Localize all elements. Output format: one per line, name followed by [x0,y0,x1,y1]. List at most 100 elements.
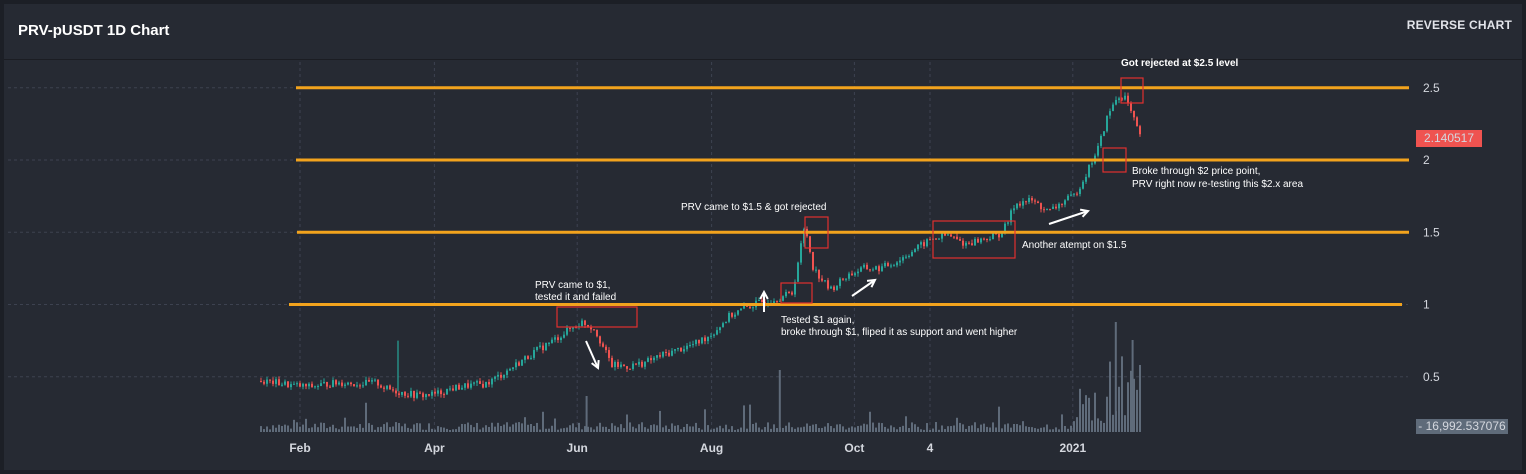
volume-bar [803,426,805,432]
volume-bar [1025,426,1027,432]
volume-bar [980,424,982,432]
candle-body [794,281,796,295]
volume-bar [614,425,616,432]
volume-bar [506,422,508,432]
candle-body [593,329,595,331]
candle-body [611,357,613,368]
volume-bar [671,423,673,432]
candle-body [704,337,706,342]
candle-body [779,300,781,302]
volume-bar [1139,364,1141,432]
candle-body [722,323,724,328]
candle-body [812,251,814,270]
volume-bar [482,427,484,432]
candle-body [395,390,397,394]
volume-bar [353,426,355,432]
trend-arrow-head [1079,208,1090,218]
volume-bar [611,423,613,432]
candle-body [1019,203,1021,206]
volume-bar [794,428,796,432]
candle-body [1100,135,1102,146]
volume-bar [524,417,526,432]
volume-bar [950,426,952,432]
candle-body [542,345,544,351]
volume-bar [272,425,274,432]
candle-body [737,310,739,315]
candle-body [338,382,340,385]
volume-bar [377,427,379,432]
candle-body [272,380,274,384]
volume-bar [365,402,367,432]
candle-body [482,383,484,388]
volume-bar [1004,424,1006,432]
candle-body [893,265,895,267]
volume-bar [974,422,976,432]
volume-bar [959,422,961,432]
candle-body [602,343,604,347]
candle-body [398,393,400,395]
candle-body [851,273,853,276]
volume-bar [989,427,991,432]
volume-bar [416,423,418,432]
volume-bar [1067,428,1069,432]
candle-body [968,242,970,244]
candle-body [707,336,709,342]
candle-body [350,382,352,385]
candle-body [809,236,811,252]
volume-bar [575,427,577,432]
candle-body [788,292,790,294]
volume-bar [434,429,436,432]
candle-body [644,361,646,367]
candle-body [848,273,850,279]
candle-body [386,385,388,389]
candle-body [941,233,943,239]
annotation-broke-2: Broke through $2 price point, [1132,166,1260,177]
candle-body [467,383,469,388]
candle-body [374,379,376,381]
volume-bar [263,429,265,432]
candle-body [317,386,319,388]
candle-body [263,381,265,384]
volume-bar [305,418,307,432]
volume-bar [620,424,622,432]
volume-bar [374,429,376,432]
volume-bar [998,406,1000,432]
candle-body [854,273,856,276]
candle-body [617,361,619,367]
volume-bar [356,427,358,432]
volume-bar [1097,418,1099,432]
candle-body [536,346,538,351]
volume-bar [293,419,295,432]
volume-bar [500,426,502,432]
x-tick-label: 2021 [1059,441,1086,455]
reverse-chart-button[interactable]: REVERSE CHART [1406,18,1512,32]
trend-arrow [585,340,599,369]
volume-bar [599,422,601,432]
volume-bar [314,423,316,432]
volume-bar [581,429,583,432]
annotation-broke-2: PRV right now re-testing this $2.x area [1132,179,1303,190]
candle-body [1088,164,1090,177]
candle-body [701,337,703,344]
volume-bar [773,424,775,432]
volume-bar [935,422,937,432]
candle-body [728,313,730,322]
x-tick-label: Apr [424,441,445,455]
candle-body [641,361,643,367]
volume-bar [629,422,631,432]
volume-bar [1130,370,1132,432]
volume-bar [818,427,820,432]
candle-body [392,389,394,391]
candle-body [668,352,670,356]
volume-bar [854,427,856,432]
candle-body [980,238,982,243]
volume-bar [278,424,280,432]
volume-bar [449,429,451,432]
volume-bar [1109,361,1111,432]
volume-bar [728,429,730,432]
candle-body [290,384,292,388]
candle-body [887,263,889,267]
volume-bar [1040,427,1042,432]
volume-bar [1131,340,1134,432]
candle-body [1031,197,1033,201]
